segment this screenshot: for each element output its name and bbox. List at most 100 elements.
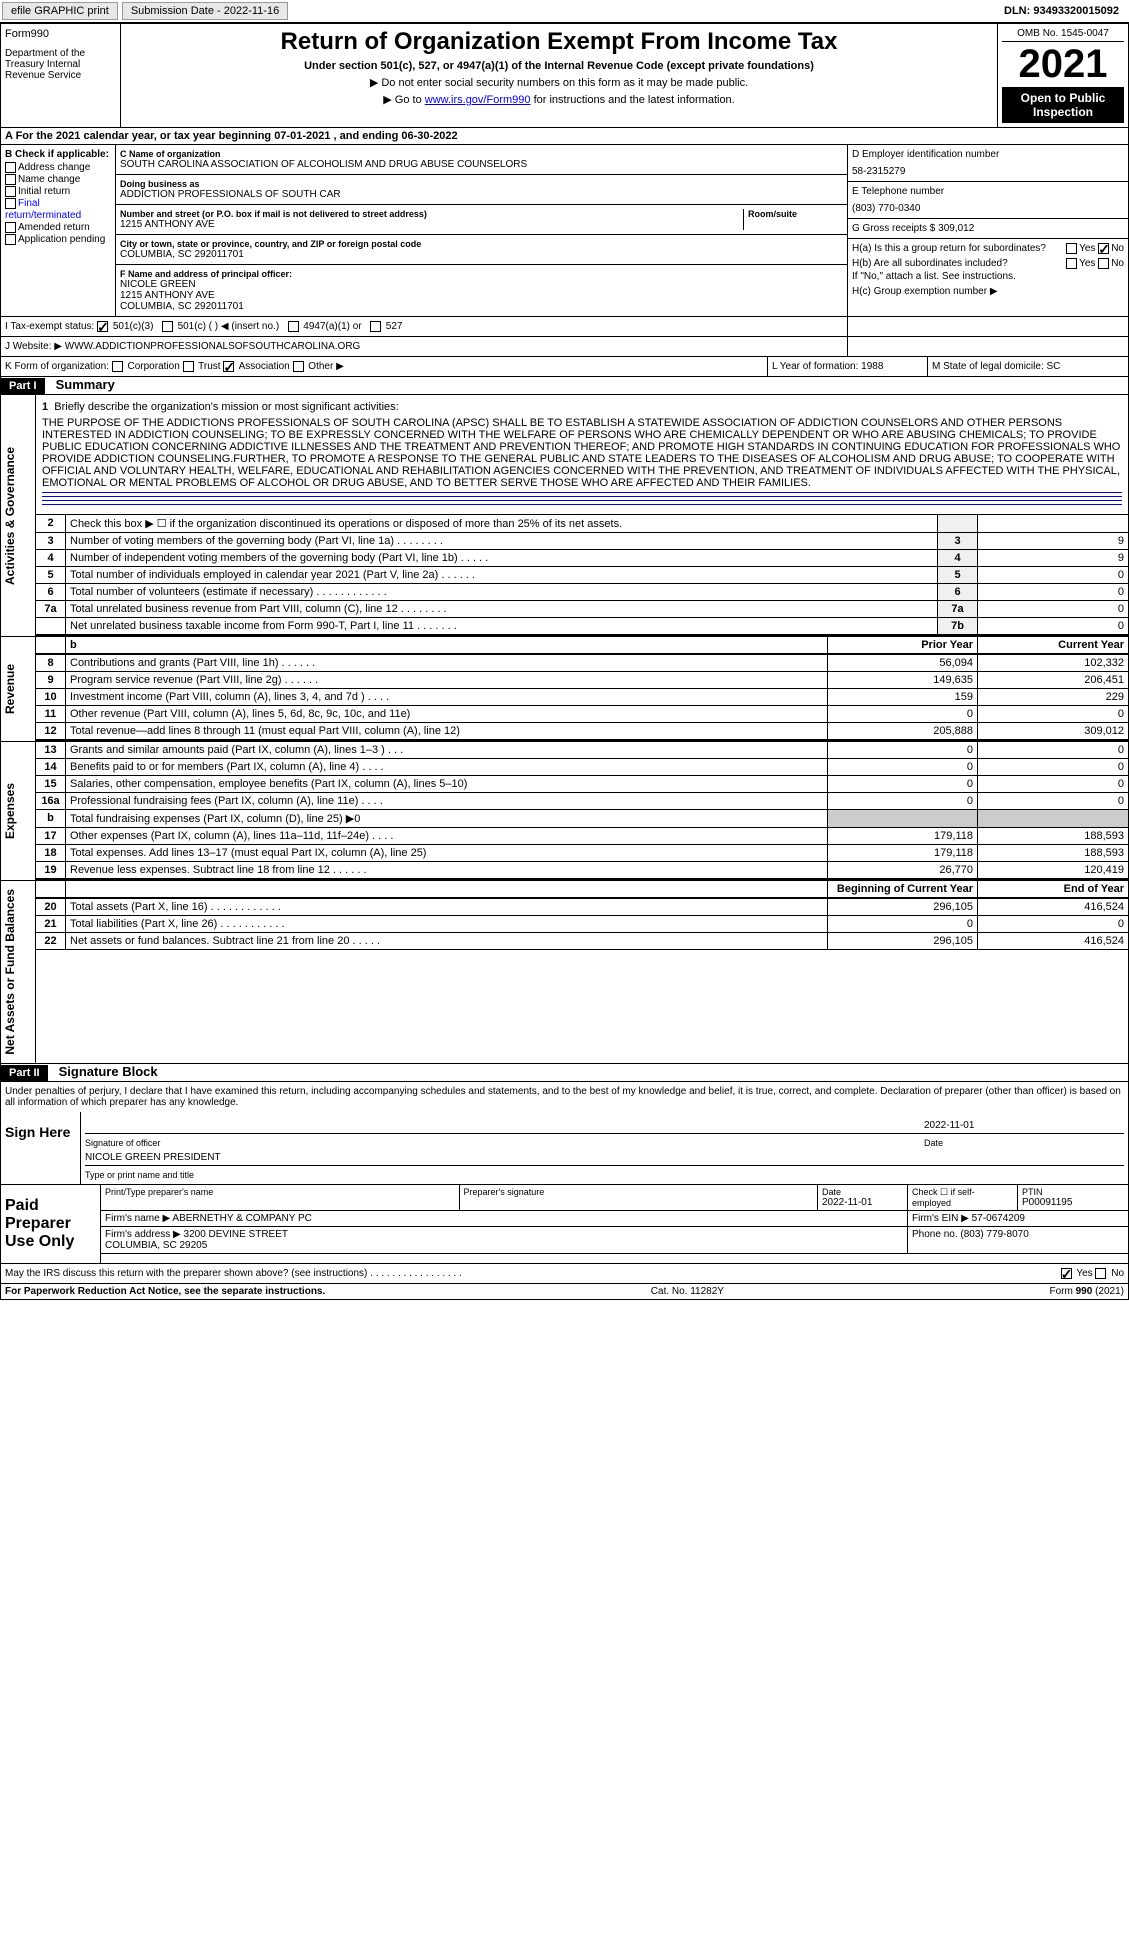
- summary-expenses: Expenses 13Grants and similar amounts pa…: [0, 742, 1129, 881]
- dba-value: ADDICTION PROFESSIONALS OF SOUTH CAR: [120, 189, 843, 200]
- line-10: 10Investment income (Part VIII, column (…: [36, 689, 1128, 706]
- current-year-hdr: Current Year: [978, 637, 1128, 653]
- penalty-text: Under penalties of perjury, I declare th…: [1, 1082, 1128, 1112]
- phone-label: E Telephone number: [852, 186, 1124, 197]
- cb-527[interactable]: [370, 321, 381, 332]
- submission-date-button[interactable]: Submission Date - 2022-11-16: [122, 2, 288, 20]
- instr2-prefix: ▶ Go to: [383, 94, 424, 106]
- main-info: B Check if applicable: Address change Na…: [0, 145, 1129, 317]
- sign-here-label: Sign Here: [1, 1112, 81, 1184]
- paid-preparer-label: Paid Preparer Use Only: [1, 1185, 101, 1263]
- hb-yes[interactable]: [1066, 258, 1077, 269]
- year-formation: L Year of formation: 1988: [768, 357, 928, 376]
- phone-value: (803) 770-0340: [852, 203, 1124, 214]
- cb-4947[interactable]: [288, 321, 299, 332]
- part2-header: Part II Signature Block: [0, 1064, 1129, 1082]
- room-label: Room/suite: [748, 209, 843, 219]
- open-inspection: Open to Public Inspection: [1002, 87, 1124, 123]
- addr-label: Number and street (or P.O. box if mail i…: [120, 209, 743, 219]
- city-label: City or town, state or province, country…: [120, 239, 843, 249]
- instr-1: ▶ Do not enter social security numbers o…: [125, 76, 993, 89]
- ha-yes[interactable]: [1066, 243, 1077, 254]
- line-7a: 7aTotal unrelated business revenue from …: [36, 601, 1128, 618]
- form-ref: Form 990 (2021): [1050, 1286, 1124, 1297]
- website-value: WWW.ADDICTIONPROFESSIONALSOFSOUTHCAROLIN…: [65, 341, 361, 352]
- line-15: 15Salaries, other compensation, employee…: [36, 776, 1128, 793]
- opt-501c: 501(c) ( ) ◀ (insert no.): [178, 321, 280, 332]
- opt-assoc: Association: [239, 361, 290, 372]
- efile-button[interactable]: efile GRAPHIC print: [2, 2, 118, 20]
- firm-ein-label: Firm's EIN ▶: [912, 1213, 969, 1224]
- gross-value: 309,012: [938, 223, 974, 234]
- cb-final-return[interactable]: Final return/terminated: [5, 198, 111, 220]
- opt-501c3: 501(c)(3): [113, 321, 154, 332]
- cb-assoc[interactable]: [223, 361, 234, 372]
- form-title: Return of Organization Exempt From Incom…: [125, 28, 993, 56]
- dba-label: Doing business as: [120, 179, 843, 189]
- cb-other[interactable]: [293, 361, 304, 372]
- irs-link[interactable]: www.irs.gov/Form990: [425, 94, 531, 106]
- form-subtitle: Under section 501(c), 527, or 4947(a)(1)…: [125, 60, 993, 72]
- cb-501c3[interactable]: [97, 321, 108, 332]
- sig-date: 2022-11-01: [924, 1120, 1124, 1131]
- mission-num: 1: [42, 401, 48, 413]
- form-header: Form990 Department of the Treasury Inter…: [0, 23, 1129, 128]
- hb-no[interactable]: [1098, 258, 1109, 269]
- org-name-label: C Name of organization: [120, 149, 843, 159]
- officer-name: NICOLE GREEN PRESIDENT: [85, 1152, 221, 1163]
- state-domicile: M State of legal domicile: SC: [928, 357, 1128, 376]
- cb-name-change[interactable]: Name change: [5, 174, 111, 185]
- summary-governance: Activities & Governance 1 Briefly descri…: [0, 395, 1129, 637]
- hb-note: If "No," attach a list. See instructions…: [852, 271, 1124, 282]
- discuss-no[interactable]: [1095, 1268, 1106, 1279]
- cb-trust[interactable]: [183, 361, 194, 372]
- discuss-yes[interactable]: [1061, 1268, 1072, 1279]
- hb-label: H(b) Are all subordinates included?: [852, 258, 1066, 269]
- cb-address-change[interactable]: Address change: [5, 162, 111, 173]
- year-cell: OMB No. 1545-0047 2021 Open to Public In…: [998, 24, 1128, 127]
- dept-label: Department of the Treasury Internal Reve…: [5, 48, 116, 81]
- ha-label: H(a) Is this a group return for subordin…: [852, 243, 1066, 254]
- cb-corp[interactable]: [112, 361, 123, 372]
- mission-label: Briefly describe the organization's miss…: [54, 401, 398, 413]
- cb-501c[interactable]: [162, 321, 173, 332]
- side-expenses: Expenses: [1, 742, 36, 880]
- org-name: SOUTH CAROLINA ASSOCIATION OF ALCOHOLISM…: [120, 159, 843, 170]
- line-4: 4Number of independent voting members of…: [36, 550, 1128, 567]
- top-bar: efile GRAPHIC print Submission Date - 20…: [0, 0, 1129, 23]
- line-7b: Net unrelated business taxable income fr…: [36, 618, 1128, 636]
- section-d: D Employer identification number 58-2315…: [848, 145, 1128, 316]
- line-13: 13Grants and similar amounts paid (Part …: [36, 742, 1128, 759]
- firm-phone-label: Phone no.: [912, 1229, 958, 1240]
- part2-label: Part II: [1, 1065, 48, 1081]
- opt-527: 527: [386, 321, 403, 332]
- cb-amended[interactable]: Amended return: [5, 222, 111, 233]
- firm-name-label: Firm's name ▶: [105, 1213, 170, 1224]
- part2-title: Signature Block: [59, 1064, 158, 1079]
- opt-other: Other ▶: [308, 361, 343, 372]
- row-k: K Form of organization: Corporation Trus…: [0, 357, 1129, 377]
- prep-date: 2022-11-01: [822, 1197, 903, 1208]
- firm-ein: 57-0674209: [972, 1213, 1025, 1224]
- line-9: 9Program service revenue (Part VIII, lin…: [36, 672, 1128, 689]
- instr2-suffix: for instructions and the latest informat…: [531, 94, 735, 106]
- line-12: 12Total revenue—add lines 8 through 11 (…: [36, 723, 1128, 741]
- line-11: 11Other revenue (Part VIII, column (A), …: [36, 706, 1128, 723]
- summary-revenue: Revenue bPrior YearCurrent Year 8Contrib…: [0, 637, 1129, 742]
- line-22: 22Net assets or fund balances. Subtract …: [36, 933, 1128, 950]
- officer-value: NICOLE GREEN 1215 ANTHONY AVE COLUMBIA, …: [120, 279, 843, 312]
- dln-label: DLN: 93493320015092: [1004, 5, 1127, 17]
- section-b: B Check if applicable: Address change Na…: [1, 145, 116, 316]
- website-label: J Website: ▶: [5, 341, 62, 352]
- line-19: 19Revenue less expenses. Subtract line 1…: [36, 862, 1128, 880]
- cb-application[interactable]: Application pending: [5, 234, 111, 245]
- cb-initial-return[interactable]: Initial return: [5, 186, 111, 197]
- ha-no[interactable]: [1098, 243, 1109, 254]
- line-17: 17Other expenses (Part IX, column (A), l…: [36, 828, 1128, 845]
- sig-officer-sublabel: Signature of officer: [85, 1138, 924, 1148]
- instr-2: ▶ Go to www.irs.gov/Form990 for instruct…: [125, 93, 993, 106]
- revenue-header: bPrior YearCurrent Year: [36, 637, 1128, 655]
- omb-label: OMB No. 1545-0047: [1002, 28, 1124, 42]
- hc-label: H(c) Group exemption number ▶: [852, 286, 1124, 297]
- part1-title: Summary: [56, 377, 115, 392]
